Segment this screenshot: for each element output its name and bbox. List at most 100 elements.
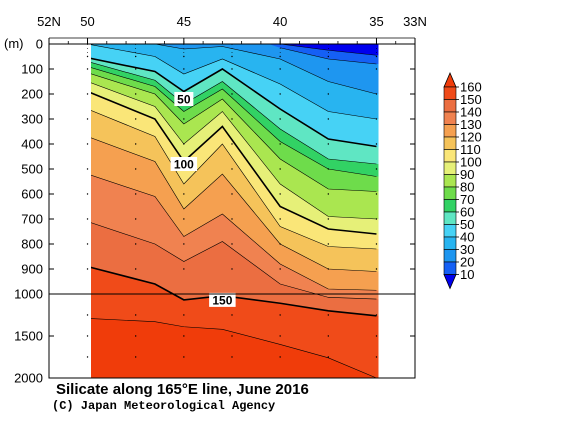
grid-dot xyxy=(327,356,330,358)
contour-line-110 xyxy=(91,110,377,250)
grid-dot xyxy=(279,93,281,95)
grid-dot xyxy=(183,243,185,245)
colorbar-label: 70 xyxy=(460,192,474,207)
colorbar-label: 130 xyxy=(460,117,482,132)
y-axis-unit-label: (m) xyxy=(4,36,24,51)
grid-dot xyxy=(134,168,137,170)
contour-line-80 xyxy=(91,73,377,192)
grid-dot xyxy=(134,143,137,145)
colorbar-label: 150 xyxy=(460,92,482,107)
contour-line-60 xyxy=(91,62,377,165)
grid-dot xyxy=(327,335,330,337)
x-tick-label: 33N xyxy=(403,14,427,29)
colorbar-label: 120 xyxy=(460,130,482,145)
grid-dots xyxy=(86,44,378,358)
y-axis: 0 100 200 300 400 500 600 700 800 900 1000 1500 2000 xyxy=(14,37,415,386)
grid-dot xyxy=(231,218,233,220)
contour-label-bg xyxy=(174,92,194,106)
colorbar-label: 10 xyxy=(460,267,474,282)
grid-dot xyxy=(375,118,378,120)
grid-dot xyxy=(327,314,330,316)
grid-dot xyxy=(86,168,89,170)
contour-fill-layer xyxy=(91,44,379,378)
grid-dot xyxy=(327,168,330,170)
contour-band-160 xyxy=(91,318,379,378)
grid-dot xyxy=(231,118,233,120)
grid-dot xyxy=(375,93,378,95)
grid-dot xyxy=(375,68,378,70)
grid-dot xyxy=(134,193,137,195)
y-tick-label: 200 xyxy=(21,87,43,102)
colorbar-bottom-arrow xyxy=(443,274,457,290)
grid-dot xyxy=(375,143,378,145)
colorbar-segment xyxy=(443,124,457,138)
contour-line-20 xyxy=(280,47,377,65)
colorbar-label: 20 xyxy=(460,255,474,270)
colorbar-segment xyxy=(443,236,457,250)
y-tick-label: 100 xyxy=(21,62,43,77)
grid-dot xyxy=(86,243,89,245)
contour-label-layer: 50 100 150 xyxy=(170,92,236,307)
grid-dot xyxy=(279,193,281,195)
y-tick-label: 0 xyxy=(36,37,43,52)
grid-dot xyxy=(327,55,330,58)
grid-dot xyxy=(375,218,378,220)
contour-line-40 xyxy=(91,44,377,120)
contour-line-130 xyxy=(91,174,377,291)
grid-dot xyxy=(183,143,185,145)
grid-dot xyxy=(279,143,281,145)
grid-dot xyxy=(183,218,185,220)
grid-dot xyxy=(86,143,89,145)
grid-dot xyxy=(375,168,378,170)
contour-line-100 xyxy=(91,92,377,235)
x-axis: 52N 50 45 40 35 33N xyxy=(37,14,427,44)
grid-dot xyxy=(183,118,185,120)
grid-dot xyxy=(279,314,281,316)
x-tick-label: 52N xyxy=(37,14,61,29)
grid-dot xyxy=(327,268,330,270)
grid-dot xyxy=(86,268,89,270)
y-tick-label: 1500 xyxy=(14,329,43,344)
grid-dot xyxy=(375,335,378,337)
grid-dot xyxy=(231,168,233,170)
grid-dot xyxy=(279,218,281,220)
colorbar-segment xyxy=(443,224,457,238)
grid-dot xyxy=(134,356,137,358)
grid-dot xyxy=(183,335,185,337)
contour-line-30 xyxy=(154,44,377,95)
grid-dot xyxy=(327,218,330,220)
grid-dot xyxy=(279,55,281,58)
grid-dot xyxy=(375,314,378,316)
grid-dot xyxy=(183,55,185,58)
grid-dot xyxy=(231,335,233,337)
grid-dot xyxy=(134,68,137,70)
chart-title: Silicate along 165°E line, June 2016 xyxy=(56,381,309,398)
grid-dot xyxy=(134,55,137,58)
colorbar-label: 30 xyxy=(460,242,474,257)
colorbar-label: 60 xyxy=(460,205,474,220)
x-tick-label: 50 xyxy=(80,14,94,29)
grid-dot xyxy=(375,193,378,195)
grid-dot xyxy=(183,193,185,195)
colorbar-segment xyxy=(443,161,457,175)
contour-label-100: 100 xyxy=(174,158,194,172)
colorbar-segment xyxy=(443,249,457,263)
x-tick-label: 40 xyxy=(273,14,287,29)
grid-dot xyxy=(327,68,330,70)
grid-dot xyxy=(86,356,89,358)
colorbar-segment xyxy=(443,99,457,113)
colorbar-label: 40 xyxy=(460,230,474,245)
colorbar-label: 80 xyxy=(460,180,474,195)
grid-dot xyxy=(231,243,233,245)
contour-label-50: 50 xyxy=(177,93,191,107)
contour-label-bg xyxy=(170,157,198,171)
grid-dot xyxy=(231,193,233,195)
x-tick-label: 45 xyxy=(177,14,191,29)
colorbar-segment xyxy=(443,186,457,200)
grid-dot xyxy=(375,55,378,58)
chart-credit: (C) Japan Meteorological Agency xyxy=(52,399,275,413)
grid-dot xyxy=(183,68,185,70)
grid-dot xyxy=(375,243,378,245)
